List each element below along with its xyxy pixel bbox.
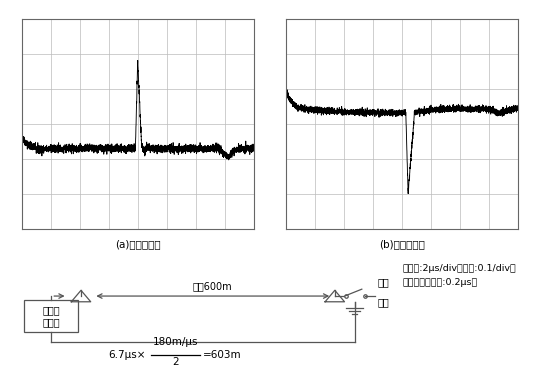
Text: 注入パルス幅:0.2μs）: 注入パルス幅:0.2μs） [402,278,477,287]
Text: 開放: 開放 [377,278,389,288]
Text: 6.7μs×: 6.7μs× [108,350,145,360]
Text: 接地: 接地 [377,297,389,307]
Text: 180m/μs: 180m/μs [153,337,198,347]
Text: (b)相手端接地: (b)相手端接地 [380,239,425,249]
Text: （横軸:2μs/div、縦軸:0.1/div、: （横軸:2μs/div、縦軸:0.1/div、 [402,264,516,273]
Text: パルス
発生器: パルス 発生器 [43,305,60,327]
Text: =603m: =603m [202,350,241,360]
Text: 2: 2 [172,357,179,367]
Bar [24,300,78,332]
Text: 実長600m: 実長600m [193,282,233,291]
Text: (a)相手端開放: (a)相手端開放 [115,239,160,249]
